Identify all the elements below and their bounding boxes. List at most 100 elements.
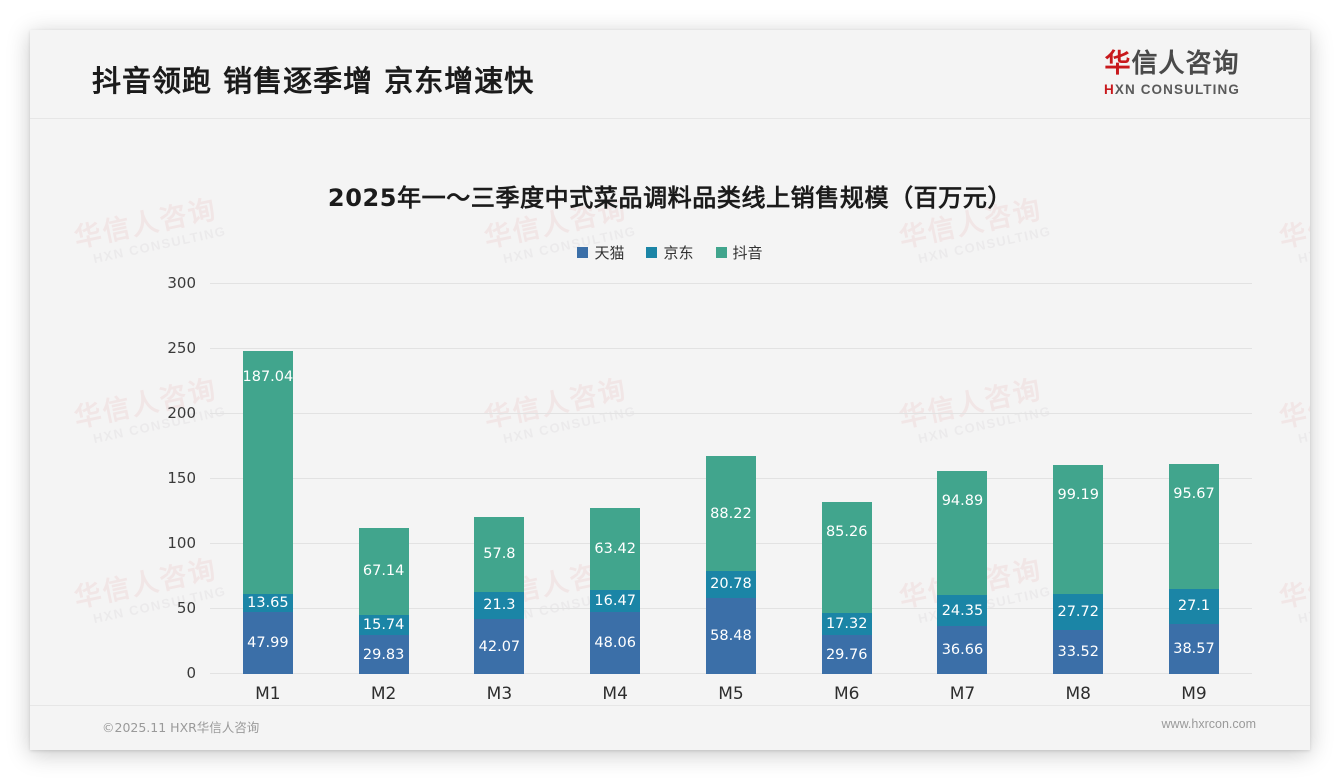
logo-en-red-char: H [1104, 81, 1115, 97]
bar-value-label: 27.1 [1177, 598, 1211, 615]
bar-value-label: 24.35 [941, 602, 984, 619]
bar-segment-抖音[interactable]: 63.42 [590, 507, 641, 591]
bar-value-label: 29.83 [362, 646, 405, 663]
bar-value-label: 36.66 [941, 642, 984, 659]
bar-segment-京东[interactable]: 27.72 [1053, 594, 1104, 631]
legend-label: 抖音 [732, 244, 763, 262]
bar-stack[interactable]: 95.67 27.1 38.57 [1169, 464, 1219, 674]
bar-segment-京东[interactable]: 27.1 [1169, 588, 1219, 624]
bar-value-label: 47.99 [247, 634, 289, 651]
bar-segment-抖音[interactable]: 57.8 [474, 516, 525, 592]
bar-value-label: 15.74 [362, 617, 405, 633]
bar-segment-天猫[interactable]: 48.06 [590, 611, 641, 674]
bar-group-M5: 88.22 20.78 58.48 M5 [673, 284, 789, 704]
legend-item-抖音[interactable]: 抖音 [715, 242, 763, 263]
x-axis-tick-label: M7 [949, 684, 976, 704]
legend-swatch-icon [646, 247, 658, 258]
page-title: 抖音领跑 销售逐季增 京东增速快 [92, 64, 535, 98]
bar-value-label: 16.47 [594, 592, 636, 609]
bar-group-M8: 99.19 27.72 33.52 M8 [1020, 284, 1136, 704]
bar-segment-天猫[interactable]: 33.52 [1053, 630, 1104, 674]
bar-value-label: 42.07 [478, 638, 521, 655]
bar-value-label: 27.72 [1057, 604, 1099, 621]
bar-segment-抖音[interactable]: 85.26 [821, 501, 872, 613]
bar-stack[interactable]: 187.04 13.65 47.99 [242, 350, 294, 674]
gridline: 300 [167, 274, 1252, 292]
bar-stack[interactable]: 88.22 20.78 58.48 [705, 456, 756, 674]
bar-value-label: 17.32 [825, 616, 868, 633]
bar-segment-天猫[interactable]: 36.66 [937, 626, 988, 674]
bar-segment-京东[interactable]: 17.32 [821, 612, 872, 636]
bar-value-label: 88.22 [710, 505, 752, 522]
card-header: 抖音领跑 销售逐季增 京东增速快 华信人咨询 HXN CONSULTING [30, 30, 1310, 119]
chart-title: 2025年一～三季度中式菜品调料品类线上销售规模（百万元） [327, 184, 1013, 212]
gridline: 250 [167, 339, 1252, 357]
bar-segment-京东[interactable]: 21.3 [474, 591, 525, 620]
watermark-en: HXN CONSULTING [1296, 404, 1310, 447]
logo-chinese-text: 华信人咨询 [1072, 50, 1272, 79]
y-axis-tick-label: 200 [167, 404, 196, 423]
bar-segment-京东[interactable]: 13.65 [242, 593, 293, 612]
legend-label: 天猫 [594, 244, 625, 262]
x-axis-tick-label: M9 [1181, 684, 1207, 704]
bar-segment-天猫[interactable]: 42.07 [474, 619, 525, 674]
bar-value-label: 85.26 [825, 523, 868, 540]
plot-area: 300 250 200 150 100 50 0 187.04 13.65 47.99 M1 67.… [167, 274, 1252, 704]
bar-segment-京东[interactable]: 16.47 [590, 590, 641, 612]
bar-stack[interactable]: 63.42 16.47 48.06 [590, 507, 641, 674]
bar-segment-天猫[interactable]: 38.57 [1169, 623, 1219, 674]
bar-segment-抖音[interactable]: 94.89 [937, 471, 988, 595]
bar-segment-天猫[interactable]: 47.99 [242, 611, 293, 674]
x-axis-tick-label: M3 [486, 684, 513, 704]
bar-value-label: 29.76 [825, 646, 868, 663]
bar-segment-京东[interactable]: 15.74 [358, 614, 409, 636]
bar-group-M2: 67.14 15.74 29.83 M2 [326, 284, 442, 704]
logo-cn-red-char: 华 [1104, 49, 1132, 79]
bar-segment-京东[interactable]: 24.35 [937, 594, 988, 627]
x-axis-tick-label: M1 [255, 684, 281, 704]
y-axis-tick-label: 250 [167, 339, 196, 357]
bar-segment-天猫[interactable]: 58.48 [705, 597, 756, 674]
bar-stack[interactable]: 99.19 27.72 33.52 [1053, 465, 1104, 674]
x-axis-tick-label: M4 [602, 684, 628, 704]
legend-item-京东[interactable]: 京东 [646, 242, 694, 263]
y-axis-tick-label: 100 [167, 534, 196, 553]
footer-copyright: ©2025.11 HXR华信人咨询 [102, 720, 260, 735]
bar-segment-抖音[interactable]: 99.19 [1053, 465, 1104, 595]
bar-value-label: 95.67 [1173, 486, 1215, 503]
bar-value-label: 67.14 [362, 563, 405, 580]
bar-segment-天猫[interactable]: 29.76 [821, 635, 872, 674]
report-card: 华信人咨询 HXN CONSULTING 华信人咨询 HXN CONSULTING 华信… [30, 30, 1310, 750]
bar-stack[interactable]: 57.8 21.3 42.07 [474, 516, 525, 674]
bar-segment-抖音[interactable]: 95.67 [1169, 464, 1219, 589]
bar-segment-抖音[interactable]: 67.14 [358, 527, 409, 615]
gridline: 200 [167, 404, 1252, 422]
bar-value-label: 33.52 [1057, 644, 1099, 661]
bar-segment-抖音[interactable]: 187.04 [242, 350, 294, 594]
company-logo: 华信人咨询 HXN CONSULTING [1072, 50, 1272, 97]
watermark-en: HXN CONSULTING [1296, 584, 1310, 627]
bar-stack[interactable]: 85.26 17.32 29.76 [821, 501, 872, 674]
bar-group-M3: 57.8 21.3 42.07 M3 [442, 284, 558, 704]
x-axis-tick-label: M2 [370, 684, 397, 704]
watermark-cn: 华信人咨询 [1276, 373, 1310, 435]
y-axis-tick-label: 50 [176, 599, 196, 618]
legend-item-天猫[interactable]: 天猫 [577, 242, 624, 263]
bar-value-label: 13.65 [247, 594, 289, 611]
bar-stack[interactable]: 94.89 24.35 36.66 [937, 471, 988, 674]
bar-group-M6: 85.26 17.32 29.76 M6 [789, 284, 905, 704]
bar-group-M4: 63.42 16.47 48.06 M4 [557, 284, 673, 704]
bar-segment-京东[interactable]: 20.78 [705, 570, 756, 598]
bar-value-label: 187.04 [242, 368, 294, 385]
bar-segment-天猫[interactable]: 29.83 [358, 635, 409, 674]
logo-english-text: HXN CONSULTING [1072, 82, 1272, 97]
card-footer: ©2025.11 HXR华信人咨询 www.hxrcon.com [30, 705, 1310, 750]
bar-segment-抖音[interactable]: 88.22 [705, 456, 756, 571]
x-axis-tick-label: M6 [833, 684, 860, 704]
bar-value-label: 57.8 [483, 546, 516, 563]
x-axis-tick-label: M5 [718, 684, 744, 704]
bar-stack[interactable]: 67.14 15.74 29.83 [358, 527, 409, 674]
bar-value-label: 38.57 [1173, 640, 1215, 657]
bar-value-label: 21.3 [483, 597, 516, 614]
